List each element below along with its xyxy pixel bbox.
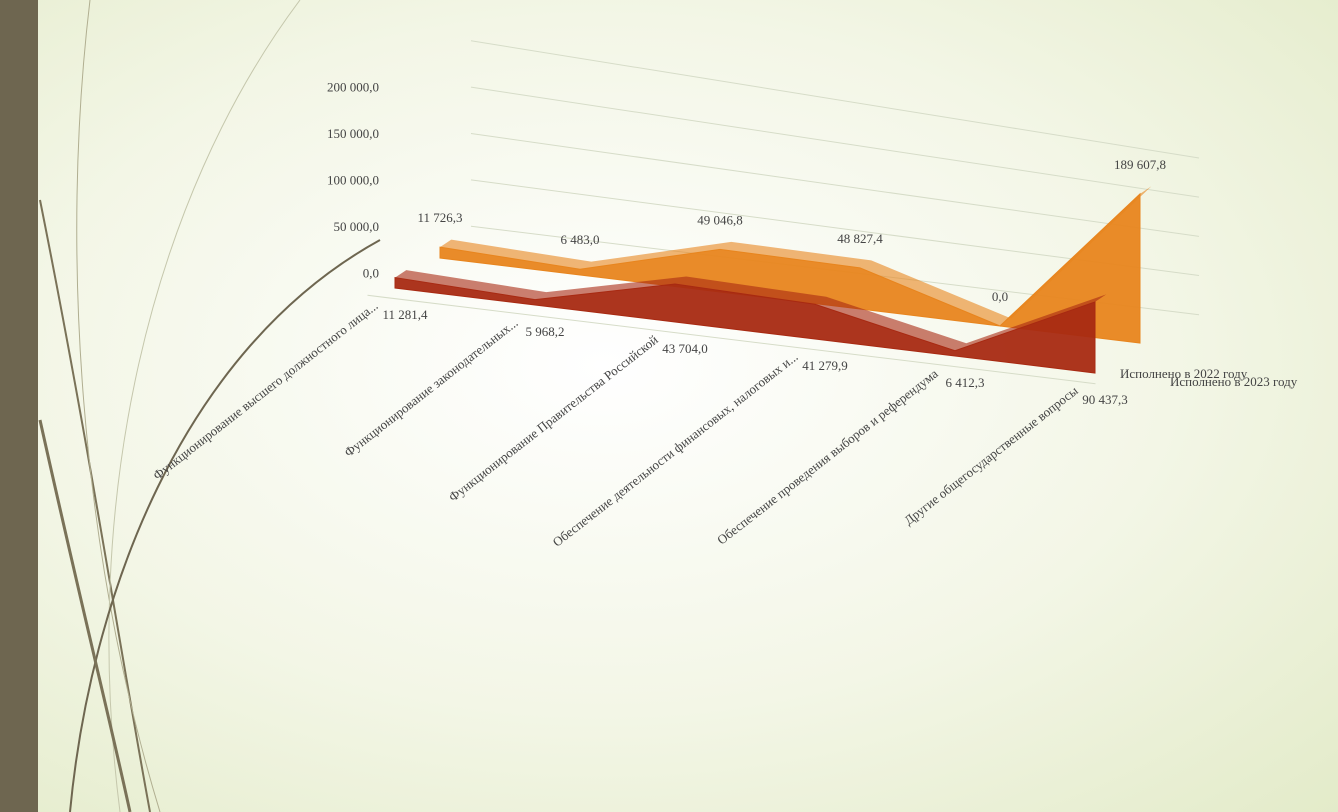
value-label: 5 968,2 (526, 324, 565, 339)
value-label: 189 607,8 (1114, 157, 1166, 172)
grid-line (470, 133, 1200, 237)
grid-line (470, 40, 1200, 159)
grid-line (470, 86, 1200, 198)
value-label: 43 704,0 (662, 341, 708, 356)
side-bar (0, 0, 38, 812)
value-label: 11 281,4 (382, 307, 428, 322)
y-tick-label: 50 000,0 (334, 219, 380, 234)
x-tick-label: Обеспечение деятельности финансовых, нал… (550, 349, 801, 550)
x-tick-label: Функционирование законодательных... (341, 315, 520, 460)
area-top (395, 270, 1107, 351)
value-label: 90 437,3 (1082, 392, 1128, 407)
y-tick-label: 200 000,0 (327, 80, 379, 95)
value-label: 41 279,9 (802, 358, 848, 373)
value-label: 48 827,4 (837, 231, 883, 246)
floor-line (367, 294, 1096, 385)
legend-label: Исполнено в 2022 году (1120, 366, 1248, 381)
y-tick-label: 150 000,0 (327, 126, 379, 141)
area-top (440, 186, 1152, 326)
value-label: 11 726,3 (417, 210, 462, 225)
value-label: 6 483,0 (561, 232, 600, 247)
y-tick-label: 100 000,0 (327, 173, 379, 188)
value-label: 0,0 (992, 289, 1008, 304)
x-tick-label: Другие общегосударственные вопросы (901, 383, 1081, 528)
value-label: 6 412,3 (946, 375, 985, 390)
value-label: 49 046,8 (697, 212, 743, 227)
decor-curves (38, 0, 381, 812)
legend-label: Исполнено в 2023 году (1170, 374, 1298, 389)
y-tick-label: 0,0 (363, 265, 379, 280)
